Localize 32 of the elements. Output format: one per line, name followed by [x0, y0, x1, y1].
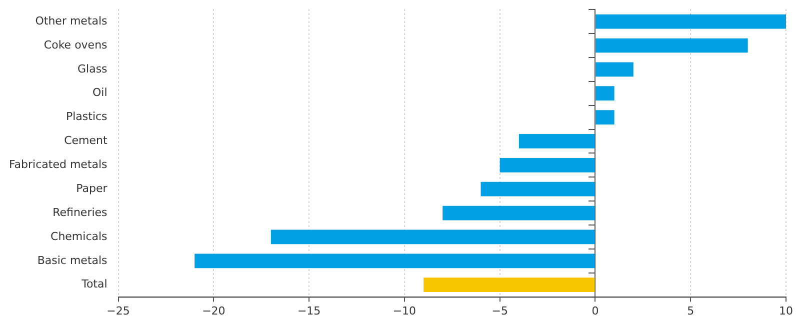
x-tick-label: 0	[592, 304, 599, 318]
bar	[596, 86, 614, 101]
y-tick-label: Cement	[64, 134, 108, 148]
x-tick-label: −20	[202, 304, 226, 318]
bar	[596, 62, 634, 77]
x-tick-label: −10	[392, 304, 416, 318]
bar	[500, 158, 595, 172]
y-tick-label: Paper	[76, 182, 108, 195]
x-tick-label: −15	[297, 304, 321, 318]
y-tick-label: Chemicals	[50, 230, 108, 243]
y-tick-label: Glass	[77, 62, 108, 76]
bar	[442, 206, 595, 220]
y-tick-label: Basic metals	[37, 254, 108, 267]
y-tick-label: Oil	[92, 86, 108, 100]
bar	[596, 110, 614, 124]
bar	[518, 134, 595, 148]
x-tick-label: 5	[687, 304, 694, 318]
y-tick-label: Refineries	[52, 206, 108, 219]
y-tick-label: Total	[80, 278, 108, 291]
y-tick-label: Other metals	[35, 14, 108, 28]
bar	[424, 278, 595, 292]
x-tick-label: −25	[106, 304, 130, 318]
bar	[596, 14, 786, 29]
y-tick-label: Fabricated metals	[8, 158, 108, 172]
bar	[596, 38, 748, 53]
bar	[270, 230, 595, 244]
y-tick-label: Plastics	[66, 110, 108, 124]
bar	[480, 182, 595, 196]
x-tick-label: 10	[779, 304, 793, 318]
bar	[194, 254, 595, 268]
x-tick-label: −5	[492, 304, 508, 318]
y-tick-label: Coke ovens	[44, 38, 108, 52]
